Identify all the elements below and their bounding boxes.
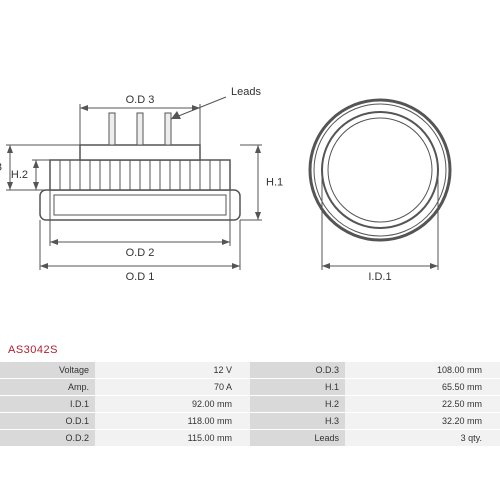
spec-value: 118.00 mm (95, 413, 250, 429)
spec-table: Voltage12 VO.D.3108.00 mmAmp.70 AH.165.5… (0, 362, 500, 446)
spec-label: O.D.3 (250, 362, 345, 378)
spec-value: 70 A (95, 379, 250, 395)
svg-text:H.3: H.3 (0, 162, 2, 174)
spec-label: I.D.1 (0, 396, 95, 412)
spec-label: Leads (250, 430, 345, 446)
spec-value: 115.00 mm (95, 430, 250, 446)
svg-text:O.D 3: O.D 3 (126, 94, 155, 106)
spec-value: 22.50 mm (345, 396, 500, 412)
spec-label: H.2 (250, 396, 345, 412)
spec-value: 92.00 mm (95, 396, 250, 412)
spec-row: I.D.192.00 mmH.222.50 mm (0, 396, 500, 412)
spec-label: H.3 (250, 413, 345, 429)
svg-text:H.2: H.2 (11, 169, 28, 181)
spec-label: O.D.2 (0, 430, 95, 446)
spec-value: 32.20 mm (345, 413, 500, 429)
spec-value: 108.00 mm (345, 362, 500, 378)
datasheet: LeadsO.D 3O.D 2O.D 1H.1H.2H.3I.D.1 AS304… (0, 0, 500, 500)
spec-label: H.1 (250, 379, 345, 395)
spec-value: 65.50 mm (345, 379, 500, 395)
technical-diagram: Leads O.D 3 O.D 2 O.D 1 H.1 H.2 H.3 I.D.1 (0, 0, 500, 340)
spec-label: O.D.1 (0, 413, 95, 429)
svg-text:O.D 1: O.D 1 (126, 271, 155, 283)
spec-row: O.D.1118.00 mmH.332.20 mm (0, 413, 500, 429)
svg-text:I.D.1: I.D.1 (368, 271, 391, 283)
spec-label: Voltage (0, 362, 95, 378)
spec-value: 3 qty. (345, 430, 500, 446)
spec-row: Voltage12 VO.D.3108.00 mm (0, 362, 500, 378)
spec-row: Amp.70 AH.165.50 mm (0, 379, 500, 395)
svg-text:Leads: Leads (231, 86, 261, 98)
spec-value: 12 V (95, 362, 250, 378)
spec-row: O.D.2115.00 mmLeads3 qty. (0, 430, 500, 446)
svg-text:O.D 2: O.D 2 (126, 247, 155, 259)
spec-label: Amp. (0, 379, 95, 395)
svg-text:H.1: H.1 (266, 177, 283, 189)
part-number: AS3042S (0, 340, 500, 362)
